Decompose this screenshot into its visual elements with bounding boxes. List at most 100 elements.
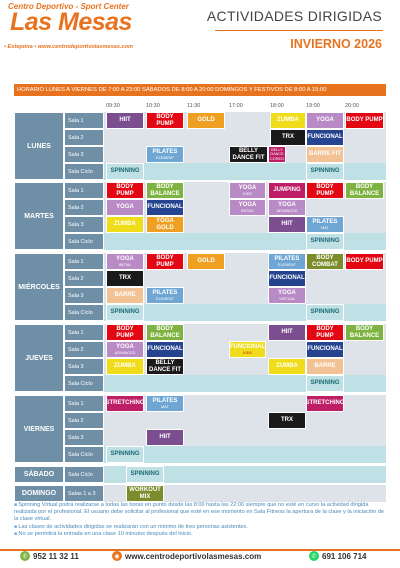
class-yogagold: YOGA GOLD	[146, 216, 184, 233]
class-bodypump: BODY PUMP	[345, 253, 384, 270]
sala-label: Sala 1	[64, 112, 104, 129]
class-belly-coreo-line2: DANCE	[270, 152, 284, 157]
class-yoga: YOGA	[106, 199, 144, 216]
class-barrefit: BARRE FIT	[306, 146, 344, 163]
class-bodypump: BODY PUMP	[146, 253, 184, 270]
logo-name: Las Mesas	[10, 8, 132, 36]
sala-label: Sala 3	[64, 216, 104, 233]
class-belly: BELLY DANCE FIT	[229, 146, 268, 163]
class-bodypump: BODY PUMP	[146, 112, 184, 129]
logo-footer: • Estepona • www.centrodeportivolasmesas…	[4, 44, 133, 50]
class-bodypump: BODY PUMP	[345, 112, 384, 129]
logo-town: • Estepona •	[4, 44, 37, 50]
sala-label: Salas 1 a 3	[64, 485, 104, 502]
class-belly-coreo: BELLY DANCE COREO	[268, 146, 286, 163]
class-workout-mix: WORKOUT MIX	[126, 485, 164, 502]
sala-label: Sala 1	[64, 253, 104, 270]
sala-label: Sala 1	[64, 324, 104, 341]
time-tick: 11:30	[187, 103, 201, 109]
time-tick: 10:30	[146, 103, 160, 109]
notes: Spinning Virtual podrá realizarse a toda…	[14, 502, 386, 538]
class-pilates-mat-sub: MAT	[161, 404, 169, 409]
class-funcional: FUNCIONAL	[268, 270, 306, 287]
sala-label: Sala 2	[64, 412, 104, 429]
class-funcional-kids-sub: KIDS	[242, 350, 253, 355]
class-belly: BELLY DANCE FIT	[146, 358, 184, 375]
class-yoga-virtual-label: YOGA	[278, 290, 296, 297]
class-spinning: SPINNING	[106, 446, 144, 463]
class-pilates-mat: PILATES MAT	[146, 395, 184, 412]
class-funcional-kids-label: FUNCIONAL	[229, 344, 266, 351]
class-hiit: HIIT	[106, 112, 144, 129]
sala-label: Sala Ciclo	[64, 466, 104, 483]
sala-label: Sala Ciclo	[64, 446, 104, 463]
footer-phone2[interactable]: 691 106 714	[322, 552, 367, 561]
class-bodybalance: BODY BALANCE	[345, 182, 384, 199]
class-belly-coreo-line3: COREO	[270, 156, 284, 161]
class-funcional: FUNCIONAL	[146, 341, 184, 358]
class-yoga-kids: YOGA KIDS	[229, 182, 266, 199]
day-martes: MARTES	[14, 182, 64, 250]
title-divider	[215, 30, 383, 31]
note-item: Spinning Virtual podrá realizarse a toda…	[14, 502, 386, 524]
sala-label: Sala Ciclo	[64, 304, 104, 321]
class-pilates-mat-label: PILATES	[312, 219, 338, 226]
footer-phone1[interactable]: 952 11 32 11	[33, 552, 79, 561]
sala-label: Sala 2	[64, 270, 104, 287]
class-belly-coreo-line1: BELLY	[271, 148, 283, 153]
class-gold: GOLD	[187, 112, 225, 129]
class-yoga: YOGA	[306, 112, 344, 129]
class-yoga-advanced: YOGA ADVANCED	[106, 341, 144, 358]
class-yoga-advanced: YOGA ADVANCED	[268, 199, 306, 216]
globe-icon: ◉	[112, 551, 122, 561]
class-yoga-kids-sub: KIDS	[243, 191, 252, 196]
class-pilates-mat-sub: MAT	[321, 225, 329, 230]
class-yoga-advanced-label: YOGA	[278, 202, 296, 209]
note-item: No se permitirá la entrada en una clase …	[14, 531, 386, 538]
class-pilates-mat: PILATES MAT	[306, 216, 344, 233]
class-funcional: FUNCIONAL	[146, 199, 184, 216]
class-spinning: SPINNING	[306, 375, 344, 392]
class-funcional: FUNCIONAL	[306, 341, 344, 358]
page-title: ACTIVIDADES DIRIGIDAS	[206, 8, 382, 24]
row-background	[104, 446, 386, 463]
sala-label: Sala 3	[64, 146, 104, 163]
time-tick: 18:00	[270, 103, 284, 109]
class-yoga-initial-label: YOGA	[116, 256, 134, 263]
page-subtitle: INVIERNO 2026	[290, 37, 382, 51]
row-background	[104, 485, 386, 502]
class-trx: TRX	[106, 270, 144, 287]
class-hiit: HIIT	[268, 216, 306, 233]
sala-label: Sala 3	[64, 287, 104, 304]
day-sabado: SÁBADO	[14, 466, 64, 483]
time-tick: 09:30	[106, 103, 120, 109]
class-spinning: SPINNING	[306, 233, 344, 250]
class-trx: TRX	[270, 129, 306, 146]
class-yoga-virtual: YOGA VIRTUAL	[268, 287, 306, 304]
class-yoga-initial: YOGA INITIAL	[106, 253, 144, 270]
day-viernes: VIERNES	[14, 395, 64, 463]
class-yoga-kids-label: YOGA	[238, 185, 257, 192]
class-pilates-element: PILATES ELEMENT	[146, 287, 184, 304]
class-yoga-initial: YOGA INITIAL	[229, 199, 266, 216]
class-hiit: HIIT	[146, 429, 184, 446]
logo-tagline: Centro Deportivo - Sport Center	[8, 2, 129, 11]
class-pilates-element-sub: ELEMENT	[156, 296, 174, 301]
class-yoga-initial-label: YOGA	[238, 202, 257, 209]
day-miercoles: MIÉRCOLES	[14, 253, 64, 321]
class-pilates-sub: ELEMENT	[156, 155, 174, 160]
day-lunes: LUNES	[14, 112, 64, 180]
whatsapp-icon: ✆	[309, 551, 319, 561]
phone-icon: ✆	[20, 551, 30, 561]
footer-web[interactable]: www.centrodeportivolasmesas.com	[125, 552, 262, 561]
sala-label: Sala 1	[64, 182, 104, 199]
class-trx: TRX	[268, 412, 306, 429]
class-funcional: FUNCIONAL	[306, 129, 344, 146]
footer-bar	[0, 549, 400, 568]
class-bodypump: BODY PUMP	[106, 324, 144, 341]
class-spinning: SPINNING	[306, 304, 344, 321]
class-jumping: JUMPING	[268, 182, 306, 199]
sala-label: Sala Ciclo	[64, 163, 104, 180]
sala-label: Sala 2	[64, 129, 104, 146]
time-tick: 19:00	[306, 103, 320, 109]
